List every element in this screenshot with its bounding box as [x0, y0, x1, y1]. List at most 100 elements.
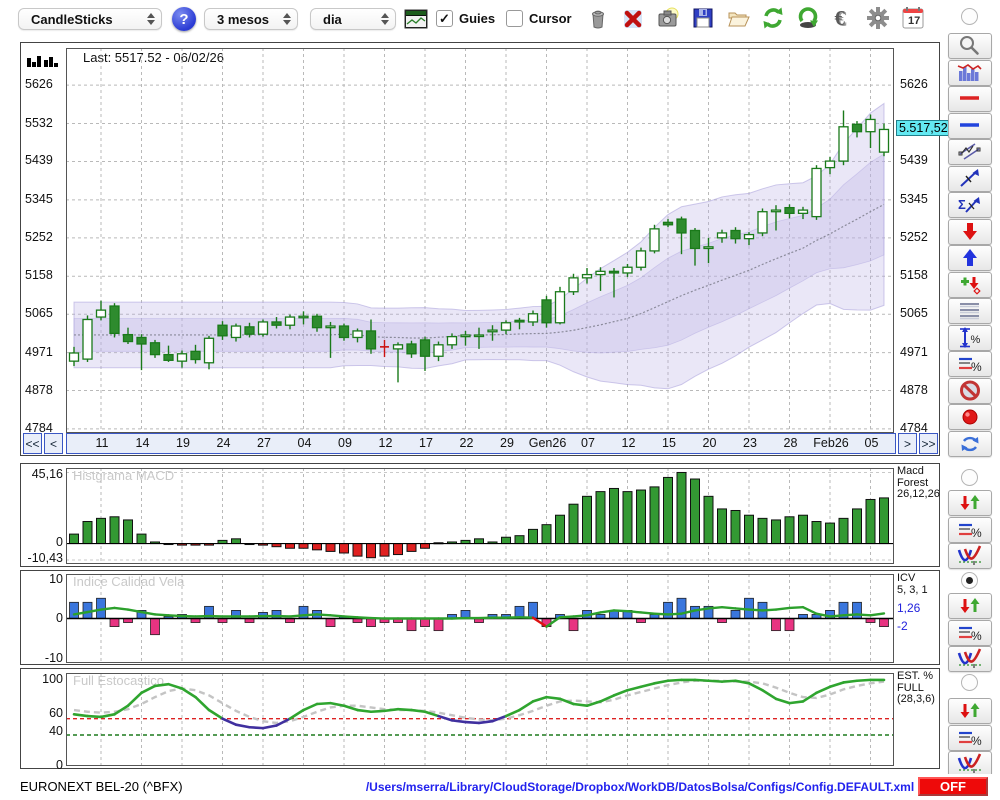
- period-select[interactable]: 3 mesos: [204, 8, 298, 30]
- snapshot-button[interactable]: [654, 4, 682, 32]
- macd-panel-radio[interactable]: [961, 469, 978, 486]
- indicator-chart-icon: [957, 64, 982, 81]
- icv-yzero-label: 0: [56, 611, 63, 625]
- stoch-lines-percent-button[interactable]: %: [948, 725, 992, 751]
- macd-ymin-label: -10,43: [27, 551, 63, 565]
- date-tick-label: 22: [459, 436, 474, 450]
- euro-button[interactable]: € €: [829, 4, 857, 32]
- macd-panel: 45,16 0 -10,43 Histgrama MACD Macd Forest…: [20, 463, 940, 567]
- price-tick-left: 5532: [25, 115, 53, 130]
- lines-percent-icon: %: [959, 626, 982, 643]
- price-tick-left: 5065: [25, 306, 53, 321]
- macd-curve-button[interactable]: [948, 543, 992, 569]
- levels-button[interactable]: [948, 298, 992, 324]
- config-path-link[interactable]: /Users/mserra/Library/CloudStorage/Dropb…: [365, 780, 915, 794]
- channel-button[interactable]: [948, 139, 992, 165]
- blue-hline-icon: [960, 123, 979, 127]
- svg-text:%: %: [971, 334, 981, 346]
- save-button[interactable]: [689, 4, 717, 32]
- chevron-updown-icon: [381, 13, 389, 25]
- icv-bar-chart[interactable]: [66, 574, 894, 663]
- add-signal-button[interactable]: [948, 272, 992, 298]
- stoch-tick-label: 60: [49, 706, 63, 721]
- record-icon: [962, 409, 978, 425]
- svg-text:%: %: [971, 734, 982, 748]
- lines-percent-button[interactable]: %: [948, 351, 992, 377]
- stochastic-line-chart[interactable]: [66, 673, 894, 766]
- macd-lines-percent-button[interactable]: %: [948, 517, 992, 543]
- scroll-first-button[interactable]: <<: [23, 433, 42, 454]
- scroll-last-button[interactable]: >>: [919, 433, 938, 454]
- add-signal-icon: [961, 277, 981, 295]
- question-mark-icon: ?: [179, 10, 189, 28]
- updown-arrows-icon: [960, 598, 980, 613]
- refresh-blue-button[interactable]: [948, 431, 992, 457]
- svg-text:Σ: Σ: [958, 197, 966, 212]
- sigma-trendline-button[interactable]: Σ: [948, 192, 992, 218]
- checkbox-check-icon: ✓: [436, 10, 453, 27]
- icv-updown-arrows-button[interactable]: [948, 593, 992, 619]
- indicator-chart-button[interactable]: [948, 60, 992, 86]
- price-tick-left: 5439: [25, 153, 53, 168]
- date-tick-label: 05: [864, 436, 879, 450]
- trendline-button[interactable]: [948, 166, 992, 192]
- chart-window-icon[interactable]: [404, 9, 428, 29]
- trendline-icon: [960, 169, 979, 187]
- blue-hline-button[interactable]: [948, 113, 992, 139]
- price-chart-panel: Last: 5517.52 - 06/02/26 5626 5532 5439 534…: [20, 42, 951, 456]
- stoch-updown-arrows-button[interactable]: [948, 698, 992, 724]
- open-folder-icon: [728, 12, 750, 27]
- macd-updown-arrows-button[interactable]: [948, 490, 992, 516]
- delete-x-button[interactable]: [619, 4, 647, 32]
- stoch-tick-label: 0: [56, 758, 63, 772]
- svg-text:€: €: [836, 7, 847, 31]
- lines-percent-icon: %: [959, 731, 982, 748]
- macd-histogram-chart[interactable]: [66, 468, 894, 564]
- red-hline-button[interactable]: [948, 86, 992, 112]
- date-tick-label: Gen26: [528, 436, 567, 450]
- date-tick-label: 17: [419, 436, 433, 450]
- forbidden-button[interactable]: [948, 378, 992, 404]
- zoom-tool-button[interactable]: [948, 33, 992, 59]
- date-axis-strip[interactable]: 11 14 19 24 27 04 09 12 17 22 29 Gen26 07 12 15 20 23 28 F…: [66, 433, 896, 454]
- cursor-checkbox[interactable]: Cursor: [506, 10, 572, 27]
- price-tick-left: 4784: [25, 420, 53, 435]
- stoch-panel-radio[interactable]: [961, 674, 978, 691]
- open-folder-button[interactable]: [724, 4, 752, 32]
- price-tick-right: 5252: [900, 229, 928, 244]
- help-button[interactable]: ?: [172, 7, 196, 31]
- candlestick-chart[interactable]: [66, 48, 894, 433]
- scroll-next-button[interactable]: >: [898, 433, 917, 454]
- arrow-down-red-button[interactable]: [948, 219, 992, 245]
- icv-curve-button[interactable]: [948, 646, 992, 672]
- main-chart-radio[interactable]: [961, 8, 978, 25]
- vertical-range-percent-button[interactable]: %: [948, 325, 992, 351]
- red-hline-icon: [960, 96, 979, 100]
- arrow-up-blue-button[interactable]: [948, 245, 992, 271]
- icv-lines-percent-button[interactable]: %: [948, 620, 992, 646]
- price-tick-right: 5439: [900, 153, 928, 168]
- cursor-label: Cursor: [529, 11, 572, 26]
- trash-icon: [592, 10, 604, 29]
- settings-gear-button[interactable]: [864, 4, 892, 32]
- calendar-button[interactable]: 17: [899, 4, 927, 32]
- interval-select[interactable]: dia: [310, 8, 396, 30]
- off-button[interactable]: OFF: [918, 777, 988, 796]
- date-tick-label: 27: [257, 436, 271, 450]
- date-tick-label: Feb26: [813, 436, 849, 450]
- levels-icon: [960, 303, 979, 320]
- icv-panel-radio[interactable]: [961, 572, 978, 589]
- guies-checkbox[interactable]: ✓ Guies: [436, 10, 495, 27]
- trash-button[interactable]: [584, 4, 612, 32]
- stoch-tick-label: 100: [42, 671, 63, 686]
- record-button[interactable]: [948, 404, 992, 430]
- sync-green-button[interactable]: [794, 4, 822, 32]
- refresh-green-icon: [763, 7, 783, 29]
- date-tick-label: 12: [621, 436, 636, 450]
- date-tick-label: 07: [581, 436, 595, 450]
- volume-histogram-icon[interactable]: [27, 53, 59, 69]
- scroll-prev-button[interactable]: <: [44, 433, 63, 454]
- icv-ymin-label: -10: [44, 651, 63, 665]
- refresh-green-button[interactable]: [759, 4, 787, 32]
- chart-type-select[interactable]: CandleSticks: [18, 8, 162, 30]
